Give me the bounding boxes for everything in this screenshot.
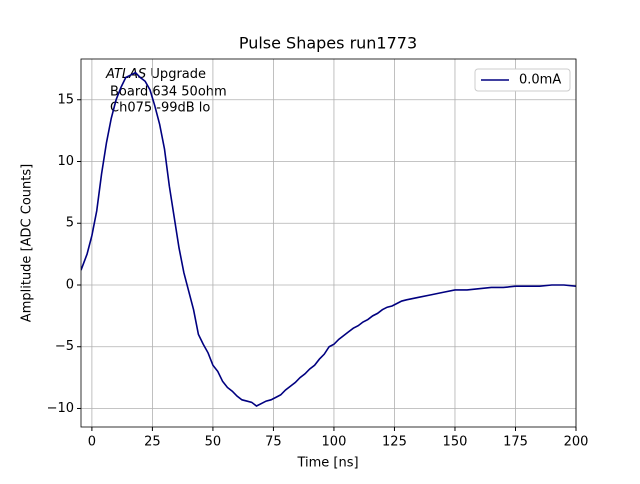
x-axis-label: Time [ns] xyxy=(296,456,358,471)
data-line xyxy=(81,71,576,407)
x-tick-label: 100 xyxy=(322,435,347,450)
x-tick-label: 75 xyxy=(265,435,282,450)
y-tick-label: 5 xyxy=(66,216,74,231)
y-tick-label: −5 xyxy=(55,339,74,354)
x-tick-label: 50 xyxy=(205,435,222,450)
plot-frame xyxy=(80,58,577,428)
y-tick-label: 0 xyxy=(66,277,74,292)
x-tick-label: 125 xyxy=(382,435,407,450)
x-tick-label: 25 xyxy=(144,435,161,450)
y-tick-label: 10 xyxy=(57,154,74,169)
legend-box xyxy=(474,68,571,92)
x-tick-label: 0 xyxy=(88,435,96,450)
y-tick-label: −10 xyxy=(47,401,74,416)
annotation-text: Upgrade xyxy=(150,67,206,82)
y-tick-label: 15 xyxy=(57,92,74,107)
legend-label: 0.0mA xyxy=(519,73,561,88)
x-tick-label: 200 xyxy=(564,435,589,450)
annotation: Ch075 -99dB lo xyxy=(110,101,210,116)
annotation: ATLAS Upgrade xyxy=(105,67,206,82)
annotation-italic: ATLAS xyxy=(105,67,146,82)
x-tick-label: 175 xyxy=(503,435,528,450)
y-axis-label: Amplitude [ADC Counts] xyxy=(20,164,35,322)
chart-title: Pulse Shapes run1773 xyxy=(239,34,417,53)
annotation: Board 634 50ohm xyxy=(110,85,227,100)
x-tick-label: 150 xyxy=(443,435,468,450)
